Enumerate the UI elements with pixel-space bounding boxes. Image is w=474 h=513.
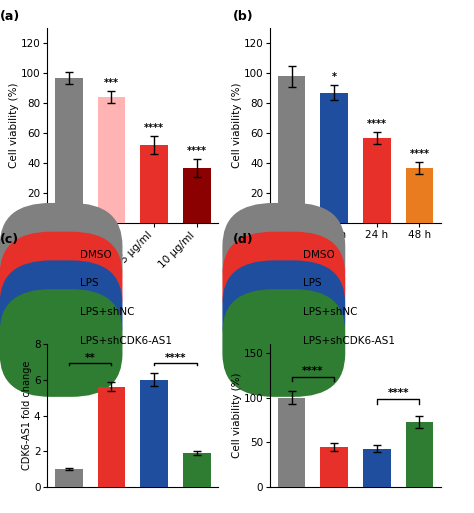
Bar [320, 447, 348, 487]
Y-axis label: Cell viability (%): Cell viability (%) [232, 373, 242, 458]
Y-axis label: Cell viability (%): Cell viability (%) [232, 83, 242, 168]
FancyBboxPatch shape [0, 232, 122, 340]
FancyBboxPatch shape [222, 261, 345, 368]
Bar [363, 449, 391, 487]
Bar [278, 76, 305, 223]
FancyBboxPatch shape [222, 232, 345, 340]
Text: DMSO: DMSO [302, 250, 334, 260]
Text: **: ** [85, 353, 95, 363]
Text: LPS+shCDK6-AS1: LPS+shCDK6-AS1 [302, 336, 394, 346]
Text: LPS: LPS [80, 279, 99, 288]
Text: (c): (c) [0, 233, 19, 246]
Text: ****: **** [410, 149, 429, 159]
Bar [140, 145, 168, 223]
FancyBboxPatch shape [0, 203, 122, 311]
Bar [406, 422, 433, 487]
FancyBboxPatch shape [222, 203, 345, 311]
Y-axis label: Cell viability (%): Cell viability (%) [9, 83, 19, 168]
Text: ****: **** [164, 353, 186, 363]
Bar [278, 398, 305, 487]
Text: LPS+shNC: LPS+shNC [302, 307, 357, 317]
Text: DMSO: DMSO [80, 250, 111, 260]
Text: (a): (a) [0, 10, 20, 24]
Bar [320, 93, 348, 223]
FancyBboxPatch shape [0, 261, 122, 368]
Text: ***: *** [104, 78, 119, 88]
Bar [406, 168, 433, 223]
Y-axis label: CDK6-AS1 fold change: CDK6-AS1 fold change [22, 361, 32, 470]
Text: LPS+shNC: LPS+shNC [80, 307, 134, 317]
Bar [98, 387, 125, 487]
Text: (b): (b) [233, 10, 253, 24]
Text: LPS: LPS [302, 279, 321, 288]
Text: *: * [332, 72, 337, 82]
Bar [98, 97, 125, 223]
Bar [55, 77, 82, 223]
Bar [183, 168, 210, 223]
Text: LPS+shCDK6-AS1: LPS+shCDK6-AS1 [80, 336, 172, 346]
Bar [363, 137, 391, 223]
Text: ****: **** [144, 123, 164, 133]
Text: ****: **** [367, 119, 387, 129]
Bar [55, 469, 82, 487]
Text: ****: **** [302, 366, 324, 376]
Text: (d): (d) [233, 233, 253, 246]
Text: ****: **** [387, 388, 409, 399]
Text: ****: **** [187, 146, 207, 155]
FancyBboxPatch shape [0, 289, 122, 397]
Bar [183, 453, 210, 487]
Bar [140, 380, 168, 487]
FancyBboxPatch shape [222, 289, 345, 397]
